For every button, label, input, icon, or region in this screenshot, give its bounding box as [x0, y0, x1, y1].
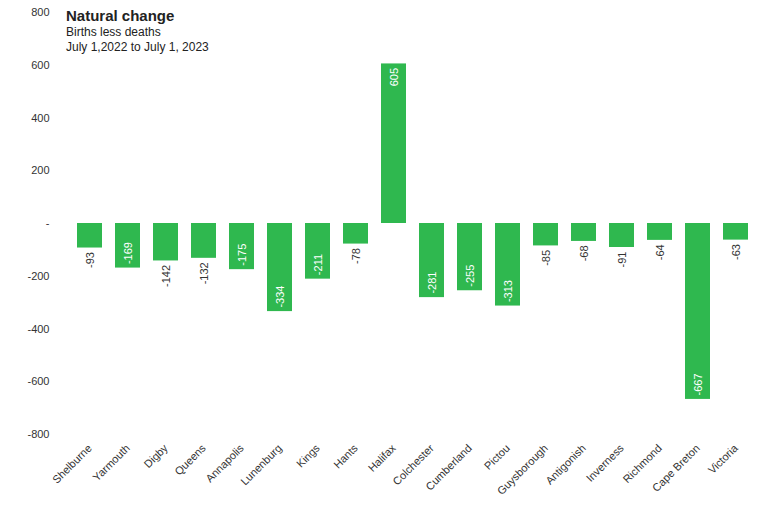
svg-text:Halifax: Halifax [366, 441, 399, 474]
svg-text:-64: -64 [654, 244, 666, 260]
svg-text:-68: -68 [578, 245, 590, 261]
svg-text:-400: -400 [27, 323, 49, 335]
svg-text:-85: -85 [540, 250, 552, 266]
svg-text:-132: -132 [198, 262, 210, 284]
html-text:Births less deaths: Births less deaths [66, 25, 161, 39]
svg-text:Kings: Kings [294, 441, 322, 469]
svg-text:-78: -78 [350, 248, 362, 264]
svg-text:-211: -211 [312, 254, 324, 275]
svg-text:-63: -63 [730, 244, 742, 260]
svg-text:Antigonish: Antigonish [543, 442, 588, 487]
svg-text:-93: -93 [84, 252, 96, 268]
svg-text:400: 400 [31, 112, 49, 124]
svg-text:605: 605 [388, 68, 400, 86]
svg-text:-: - [46, 217, 50, 229]
svg-text:Colchester: Colchester [390, 441, 436, 488]
svg-text:-600: -600 [27, 375, 49, 387]
svg-text:200: 200 [31, 164, 49, 176]
svg-text:-334: -334 [274, 286, 286, 308]
svg-text:Queens: Queens [172, 441, 208, 477]
svg-text:-175: -175 [236, 244, 248, 266]
svg-text:Richmond: Richmond [620, 441, 664, 486]
svg-text:Yarmouth: Yarmouth [90, 442, 132, 484]
svg-text:800: 800 [31, 6, 49, 18]
svg-text:Annapolis: Annapolis [203, 441, 246, 485]
svg-text:Guysborough: Guysborough [495, 442, 550, 497]
svg-text:-313: -313 [502, 280, 514, 302]
svg-text:Hants: Hants [331, 441, 360, 470]
svg-text:Digby: Digby [142, 441, 171, 470]
svg-text:Cumberland: Cumberland [423, 442, 474, 493]
svg-text:-200: -200 [27, 270, 49, 282]
html-text:July 1,2022 to July 1, 2023: July 1,2022 to July 1, 2023 [66, 40, 209, 54]
svg-text:-142: -142 [160, 265, 172, 287]
svg-text:Pictou: Pictou [482, 442, 512, 472]
svg-text:600: 600 [31, 59, 49, 71]
svg-text:-91: -91 [616, 252, 628, 268]
svg-text:Cape Breton: Cape Breton [650, 442, 702, 494]
svg-text:Shelburne: Shelburne [50, 442, 94, 486]
svg-text:-281: -281 [426, 272, 438, 294]
svg-text:Lunenburg: Lunenburg [238, 442, 284, 488]
svg-text:Victoria: Victoria [706, 441, 741, 476]
svg-text:-800: -800 [27, 428, 49, 440]
svg-text:-255: -255 [464, 265, 476, 287]
svg-text:-169: -169 [122, 242, 134, 264]
svg-text:-667: -667 [692, 373, 704, 395]
svg-text:Inverness: Inverness [583, 441, 626, 484]
html-text:Natural change: Natural change [66, 7, 175, 24]
